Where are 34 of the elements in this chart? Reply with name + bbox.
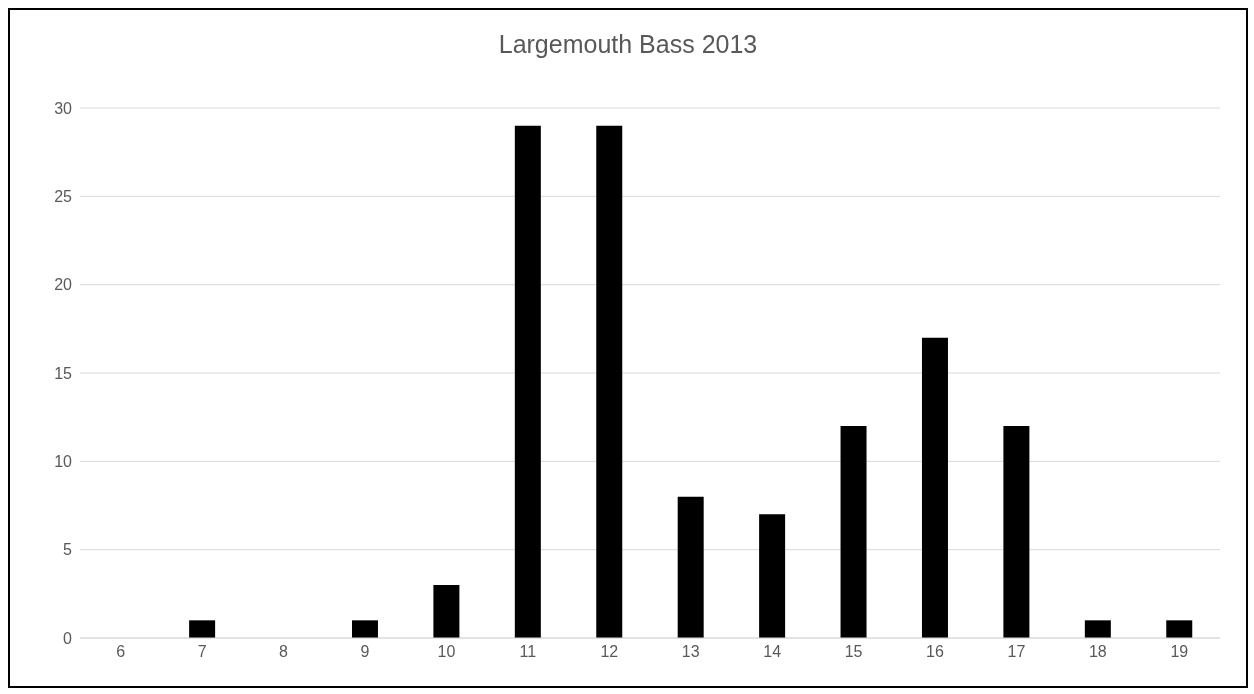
- y-tick-label: 25: [54, 188, 73, 206]
- y-tick-label: 10: [54, 453, 73, 471]
- x-tick-label: 13: [681, 643, 700, 661]
- x-tick-label: 10: [437, 643, 456, 661]
- bar: [921, 337, 948, 638]
- x-tick-label: 8: [279, 643, 289, 661]
- x-tick-label: 18: [1088, 643, 1107, 661]
- bar: [1084, 620, 1111, 638]
- bar: [514, 125, 541, 638]
- x-tick-label: 9: [360, 643, 370, 661]
- bar: [759, 514, 786, 638]
- y-tick-label: 30: [54, 99, 73, 117]
- bar: [351, 620, 378, 638]
- bar: [1003, 426, 1030, 638]
- y-tick-label: 15: [54, 364, 73, 382]
- y-tick-label: 5: [63, 541, 73, 559]
- x-tick-label: 17: [1007, 643, 1026, 661]
- x-tick-label: 11: [519, 643, 537, 661]
- bar: [840, 426, 867, 638]
- bar: [1166, 620, 1193, 638]
- chart-title: Largemouth Bass 2013: [497, 30, 759, 59]
- x-tick-label: 6: [116, 643, 126, 661]
- x-tick-label: 15: [844, 643, 863, 661]
- y-tick-label: 0: [63, 629, 73, 647]
- x-tick-label: 19: [1170, 643, 1189, 661]
- bar: [596, 125, 623, 638]
- bar: [433, 585, 460, 638]
- x-tick-label: 14: [763, 643, 782, 661]
- y-tick-label: 20: [54, 276, 73, 294]
- bar: [189, 620, 216, 638]
- x-tick-label: 16: [926, 643, 944, 661]
- bar: [677, 496, 704, 638]
- x-tick-label: 12: [600, 643, 619, 661]
- x-tick-label: 7: [197, 643, 207, 661]
